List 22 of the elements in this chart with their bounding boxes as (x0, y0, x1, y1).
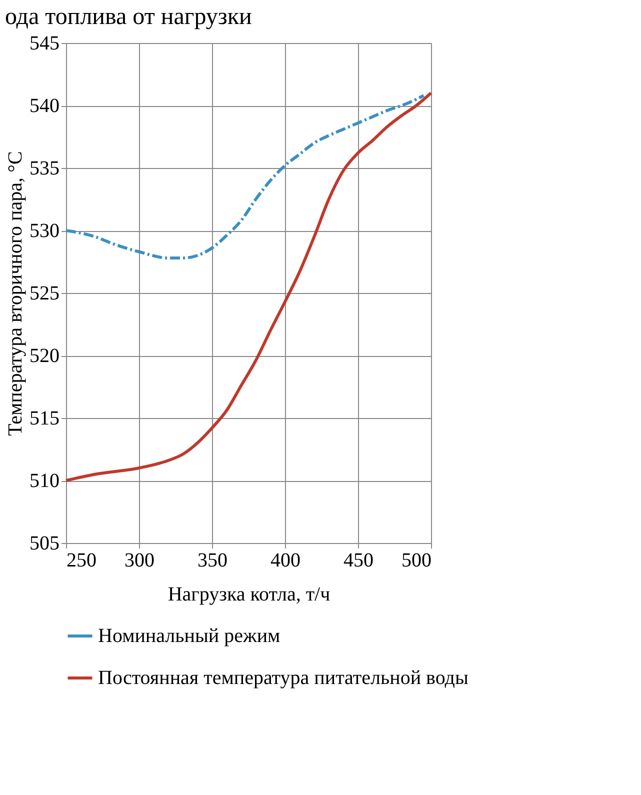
y-tick-label: 535 (30, 158, 60, 180)
x-tick-label: 250 (66, 550, 96, 572)
x-tick-label: 350 (198, 550, 228, 572)
x-tick-label: 400 (270, 550, 300, 572)
legend-label: Постоянная температура питательной воды (98, 667, 468, 689)
y-tick-label: 540 (30, 95, 60, 117)
y-tick-label: 545 (30, 32, 60, 54)
x-tick-label: 500 (402, 550, 432, 572)
y-tick-label: 525 (30, 282, 60, 304)
line-series (64, 92, 432, 482)
y-axis-title: Температура вторичного пара, °С (4, 151, 26, 436)
y-tick-label: 515 (30, 408, 60, 430)
legend-label: Номинальный режим (98, 625, 281, 647)
y-tick-label: 510 (30, 470, 60, 492)
x-tick-label: 300 (124, 550, 154, 572)
y-tick-label: 505 (30, 532, 60, 554)
x-tick-label: 450 (344, 550, 374, 572)
line-series (64, 94, 426, 260)
y-tick-label: 530 (30, 220, 60, 242)
chart-title: ода топлива от нагрузки (5, 4, 252, 30)
y-tick-label: 520 (30, 345, 60, 367)
x-axis-title: Нагрузка котла, т/ч (168, 584, 330, 606)
